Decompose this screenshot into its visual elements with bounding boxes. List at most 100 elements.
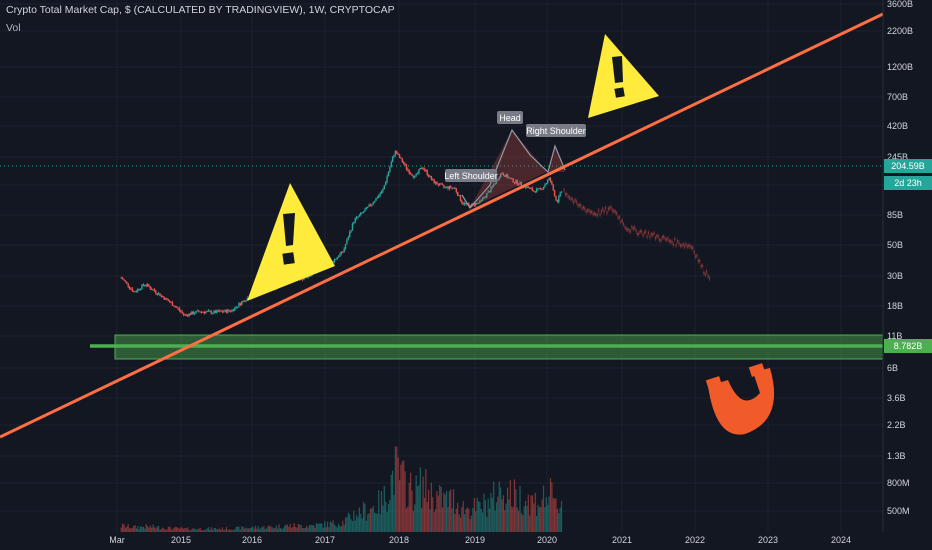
volume-bar xyxy=(493,481,495,532)
candle xyxy=(164,297,167,300)
volume-bar xyxy=(218,528,221,532)
candle xyxy=(412,175,415,178)
volume-bar xyxy=(423,497,426,532)
volume-bar xyxy=(160,529,162,532)
volume-bar xyxy=(295,527,297,532)
volume-bar xyxy=(159,529,161,532)
x-tick-label: 2017 xyxy=(315,535,335,545)
x-tick-label: 2020 xyxy=(537,535,557,545)
candle xyxy=(360,212,362,215)
candle xyxy=(235,306,237,308)
projected-candle xyxy=(665,238,668,241)
x-tick-label: Mar xyxy=(109,535,125,545)
volume-bar xyxy=(148,527,150,532)
volume-bar xyxy=(430,482,432,532)
volume-bar xyxy=(389,499,391,532)
volume-bar xyxy=(210,527,212,532)
candle xyxy=(538,188,541,190)
candle xyxy=(403,162,405,164)
volume-bar xyxy=(436,491,438,532)
volume-bar xyxy=(530,495,532,532)
volume-bar xyxy=(308,524,311,532)
volume-bar xyxy=(156,526,158,532)
candle xyxy=(195,311,197,314)
volume-bar xyxy=(519,485,521,532)
candle xyxy=(553,190,556,197)
candle xyxy=(157,293,160,295)
candle xyxy=(555,196,557,201)
volume-bar xyxy=(174,526,176,532)
candle xyxy=(463,202,466,205)
volume-bar xyxy=(398,480,401,532)
candle xyxy=(127,283,129,287)
candle xyxy=(499,173,502,178)
candle xyxy=(444,186,446,188)
candle xyxy=(544,184,546,187)
projected-candle xyxy=(589,210,592,214)
volume-bar xyxy=(120,527,122,532)
y-tick-label: 85B xyxy=(887,210,903,220)
candle xyxy=(335,258,337,260)
volume-bar xyxy=(236,526,239,532)
volume-bar xyxy=(458,514,460,532)
y-tick-label: 500M xyxy=(887,506,910,516)
volume-bar xyxy=(326,521,329,532)
volume-bar xyxy=(212,529,214,532)
volume-bar xyxy=(231,529,233,532)
projected-candle xyxy=(697,259,700,263)
candle xyxy=(156,293,158,295)
candle xyxy=(393,155,395,158)
candle xyxy=(445,186,448,188)
volume-bar xyxy=(461,507,463,532)
projected-candle xyxy=(602,207,604,210)
volume-bar xyxy=(249,528,251,532)
volume-bar xyxy=(447,507,449,532)
volume-bar xyxy=(306,525,308,532)
volume-bar xyxy=(486,517,488,532)
projected-candle xyxy=(647,231,650,234)
volume-bar xyxy=(130,528,132,532)
warning-icon xyxy=(588,34,659,118)
candle xyxy=(443,185,445,188)
candle xyxy=(419,168,422,170)
volume-bar xyxy=(166,529,168,532)
candle xyxy=(506,174,509,178)
volume-bar xyxy=(487,498,489,532)
candle xyxy=(173,305,175,307)
candle xyxy=(551,181,553,185)
volume-bar xyxy=(123,524,125,532)
volume-bar xyxy=(329,521,331,532)
projected-candle xyxy=(650,233,652,236)
candle xyxy=(448,186,451,189)
y-tick-label: 1200B xyxy=(887,62,913,72)
candle xyxy=(451,187,453,189)
volume-bar xyxy=(339,525,341,532)
volume-bar xyxy=(170,528,172,532)
volume-bar xyxy=(404,471,406,532)
projected-candle xyxy=(640,230,643,233)
projected-candle xyxy=(584,207,586,210)
candle xyxy=(487,191,489,194)
candle xyxy=(411,174,413,176)
volume-bar xyxy=(419,467,421,532)
warning-mark xyxy=(612,56,623,83)
volume-bar xyxy=(408,482,410,532)
candle xyxy=(120,277,122,279)
volume-bar xyxy=(266,528,268,532)
volume-bar xyxy=(344,517,347,532)
volume-bar xyxy=(515,489,517,532)
projected-candle xyxy=(674,238,676,241)
volume-bar xyxy=(324,521,326,532)
candle xyxy=(189,313,192,315)
candle xyxy=(452,187,455,189)
volume-bar xyxy=(418,485,420,532)
candle xyxy=(547,180,549,184)
candle xyxy=(347,237,350,240)
candle xyxy=(380,191,383,194)
candle xyxy=(367,206,369,208)
candle xyxy=(310,274,312,277)
volume-bar xyxy=(227,530,229,532)
projected-candle xyxy=(620,220,622,223)
candle xyxy=(238,303,240,307)
